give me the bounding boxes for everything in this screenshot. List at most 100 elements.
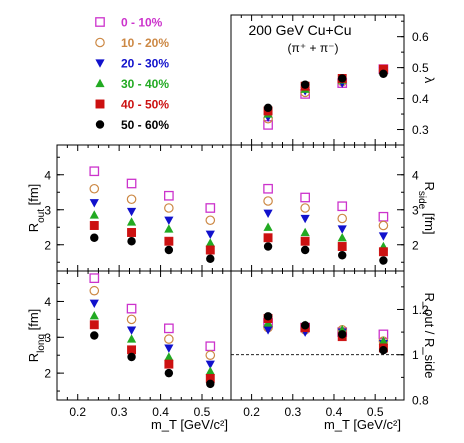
data-point-50-60: [263, 312, 273, 321]
x-tick-label: 0.3: [284, 405, 301, 419]
series-20-30: [263, 326, 389, 349]
data-point-20-30: [164, 216, 174, 226]
y-axis-label-unit: [fm]: [422, 209, 437, 234]
series-0-10: [263, 318, 389, 340]
data-point-0-10: [263, 183, 273, 194]
legend-entry-30-40: 30 - 40%: [95, 77, 169, 91]
series-30-40: [263, 222, 389, 251]
data-point-20-30: [263, 209, 273, 219]
data-point-0-10: [205, 203, 216, 213]
legend-marker-20-30: [95, 59, 105, 68]
data-point-20-30: [164, 344, 174, 353]
data-point-50-60: [300, 80, 310, 89]
x-tick-label: 0.3: [111, 405, 128, 419]
y-tick-label: 3: [44, 203, 51, 217]
data-point-40-50: [89, 221, 99, 230]
y-axis-label-main: R: [422, 181, 437, 190]
legend-label-50-60: 50 - 60%: [121, 118, 169, 132]
series-0-10: [263, 64, 389, 130]
series-10-20: [263, 65, 389, 124]
y-tick-label: 1.2: [412, 303, 429, 317]
y-tick-label: 2: [44, 367, 51, 381]
data-point-50-60: [164, 368, 174, 378]
panel-top-right: 0.3 0.4 0.5 0.6 λ: [230, 14, 437, 146]
data-point-10-20: [164, 203, 174, 213]
legend-marker-40-50: [95, 99, 105, 109]
legend-marker-0-10: [95, 17, 105, 27]
y-axis-label-main: R: [26, 223, 41, 232]
data-point-40-50: [164, 359, 174, 369]
y-axis-label: λ: [422, 77, 437, 84]
x-tick-label: 0.2: [243, 405, 260, 419]
data-point-30-40: [378, 336, 389, 345]
legend-marker-50-60: [95, 120, 105, 129]
series-0-10: [263, 183, 389, 222]
y-axis-label-main: R: [26, 353, 41, 362]
data-point-30-40: [89, 310, 99, 320]
data-point-30-40: [300, 227, 310, 237]
y-tick-label: 0.8: [412, 394, 429, 408]
y-tick-label: 0.5: [412, 61, 429, 75]
data-point-50-60: [90, 331, 99, 340]
data-point-50-60: [263, 103, 273, 113]
data-point-10-20: [378, 220, 389, 231]
data-point-0-10: [164, 323, 174, 334]
data-point-0-10: [89, 273, 100, 284]
data-point-30-40: [205, 366, 215, 375]
series-20-30: [263, 67, 389, 122]
panel-frame: [230, 270, 405, 401]
series-30-40: [89, 310, 215, 375]
x-tick-label: 0.4: [326, 405, 343, 419]
x-tick-label: 0.4: [152, 405, 169, 419]
data-point-40-50: [127, 345, 137, 355]
data-point-20-30: [337, 225, 347, 234]
data-point-0-10: [205, 341, 216, 352]
data-point-0-10: [89, 166, 100, 177]
y-axis-label: Rside [fm]: [417, 181, 438, 234]
series-10-20: [89, 285, 216, 361]
data-point-40-50: [89, 320, 99, 330]
data-point-40-50: [378, 247, 388, 257]
data-point-50-60: [379, 69, 388, 79]
y-tick-label: 1: [412, 348, 419, 362]
data-point-10-20: [205, 215, 216, 226]
series-40-50: [89, 221, 215, 255]
title-block: 200 GeV Cu+Cu (π⁺ + π⁻): [248, 22, 351, 55]
data-point-20-30: [89, 299, 99, 309]
legend-entry-40-50: 40 - 50%: [95, 98, 169, 112]
y-axis-label: Rout [fm]: [26, 184, 47, 233]
data-point-30-40: [126, 334, 137, 343]
data-point-0-10: [126, 303, 137, 314]
x-tick-label: 0.5: [367, 405, 384, 419]
series-50-60: [90, 331, 215, 389]
panel-frame: [56, 270, 232, 401]
x-tick-label: 0.2: [69, 405, 86, 419]
legend-label-0-10: 0 - 10%: [121, 16, 163, 30]
series-20-30: [89, 199, 215, 240]
data-point-30-40: [337, 232, 347, 242]
data-point-10-20: [337, 213, 348, 224]
series-30-40: [89, 210, 215, 247]
data-point-40-50: [127, 228, 137, 237]
legend: 0 - 10% 10 - 20% 20 - 30% 30 - 40% 40 - 50% 5…: [95, 16, 169, 132]
x-axis-label: m_T [GeV/c²]: [324, 417, 401, 432]
series-0-10: [89, 273, 216, 352]
data-point-50-60: [127, 237, 136, 246]
data-point-20-30: [263, 326, 273, 335]
y-axis-label-sub: out: [36, 209, 47, 223]
legend-label-30-40: 30 - 40%: [121, 77, 169, 91]
y-tick-label: 0.6: [412, 30, 429, 44]
data-point-30-40: [89, 210, 99, 219]
data-point-10-20: [164, 334, 174, 344]
series-50-60: [90, 233, 215, 263]
legend-label-40-50: 40 - 50%: [121, 98, 169, 112]
data-point-50-60: [379, 256, 388, 265]
series-10-20: [263, 196, 389, 231]
legend-entry-10-20: 10 - 20%: [95, 36, 169, 50]
data-point-50-60: [338, 251, 347, 260]
legend-label-20-30: 20 - 30%: [121, 57, 169, 71]
data-point-10-20: [126, 194, 137, 205]
